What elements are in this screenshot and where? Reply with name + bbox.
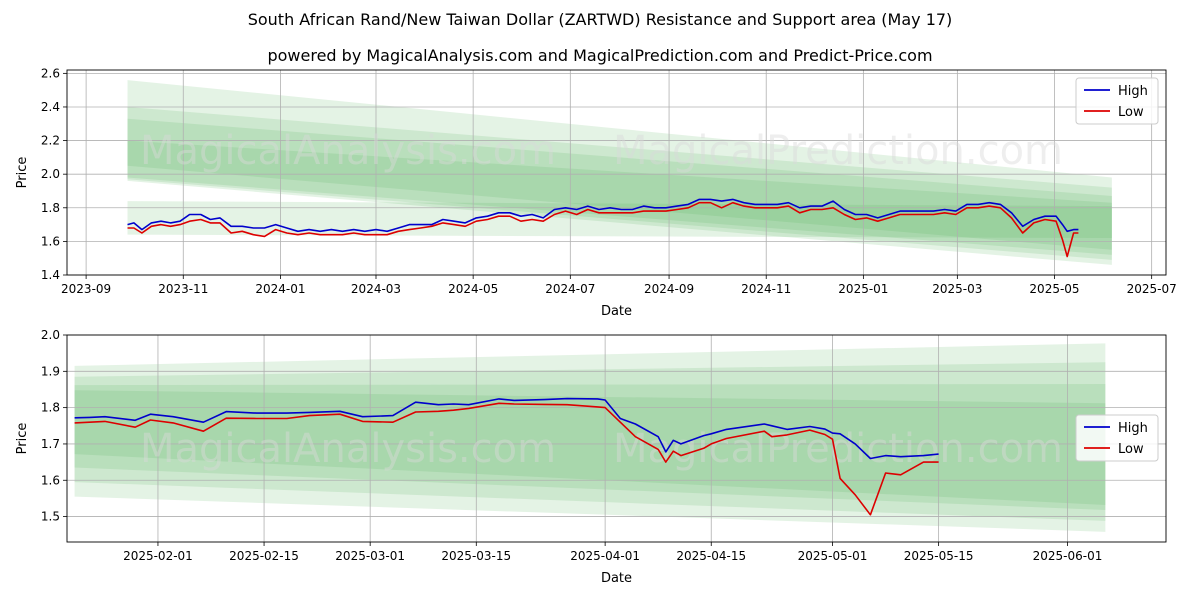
x-axis-label: Date [601, 304, 632, 319]
x-tick-label: 2025-04-01 [570, 549, 640, 563]
y-tick-label: 1.7 [41, 437, 60, 451]
y-axis-label: Price [15, 157, 30, 189]
y-tick-label: 1.5 [41, 510, 60, 524]
x-tick-label: 2025-05-01 [798, 549, 868, 563]
band-2 [127, 106, 1112, 260]
x-tick-label: 2024-05 [448, 282, 498, 296]
band-3 [74, 384, 1106, 511]
series-high-line [74, 397, 939, 460]
x-tick-label: 2024-11 [741, 282, 791, 296]
ticks: 2023-09 2023-11 2024-01 2024-03 2024-05 2024-… [41, 66, 1177, 296]
x-tick-label: 2025-03-01 [335, 549, 405, 563]
legend-label-low: Low [1118, 442, 1144, 457]
panel-1: MagicalAnalysis.com MagicalPrediction.com… [15, 66, 1177, 319]
x-tick-label: 2025-04-15 [676, 549, 746, 563]
axes-frame [66, 334, 1167, 543]
x-tick-label: 2023-09 [61, 282, 111, 296]
x-tick-label: 2023-11 [158, 282, 208, 296]
y-tick-label: 2.0 [41, 167, 60, 181]
series-lines [127, 198, 1079, 258]
x-tick-label: 2025-01 [838, 282, 888, 296]
axes-frame [66, 69, 1167, 276]
panel-2: MagicalAnalysis.com MagicalPrediction.com… [15, 328, 1167, 586]
y-tick-label: 1.6 [41, 473, 60, 487]
y-tick-label: 2.0 [41, 328, 60, 342]
chart-title: South African Rand/New Taiwan Dollar (ZA… [247, 10, 953, 29]
x-tick-label: 2025-03-15 [441, 549, 511, 563]
band-5 [127, 201, 1112, 239]
series-low-line [127, 201, 1079, 258]
x-tick-label: 2025-03 [932, 282, 982, 296]
watermark-left: MagicalAnalysis.com [140, 426, 556, 472]
x-tick-label: 2025-02-01 [123, 549, 193, 563]
watermark-right: MagicalPrediction.com [613, 128, 1063, 174]
band-1 [74, 343, 1106, 532]
legend-label-high: High [1118, 421, 1148, 436]
y-tick-label: 2.2 [41, 134, 60, 148]
x-tick-label: 2025-06-01 [1033, 549, 1103, 563]
x-tick-label: 2025-05 [1029, 282, 1079, 296]
watermark-left: MagicalAnalysis.com [140, 128, 556, 174]
series-lines [74, 397, 939, 516]
y-tick-label: 1.8 [41, 201, 60, 215]
y-tick-label: 1.6 [41, 234, 60, 248]
x-tick-label: 2025-02-15 [229, 549, 299, 563]
legend: High Low [1075, 77, 1159, 125]
x-tick-label: 2025-05-15 [904, 549, 974, 563]
band-3 [127, 118, 1112, 255]
ticks: 2025-02-01 2025-02-15 2025-03-01 2025-03-15… [41, 328, 1102, 563]
series-high-line [127, 198, 1079, 233]
x-tick-label: 2024-01 [255, 282, 305, 296]
y-tick-label: 1.9 [41, 364, 60, 378]
x-tick-label: 2024-09 [644, 282, 694, 296]
x-tick-label: 2024-03 [351, 282, 401, 296]
band-4 [74, 390, 1106, 505]
legend-label-high: High [1118, 84, 1148, 99]
y-axis-label: Price [15, 423, 30, 455]
y-tick-label: 1.4 [41, 268, 60, 282]
legend-label-low: Low [1118, 105, 1144, 120]
chart-subtitle: powered by MagicalAnalysis.com and Magic… [267, 46, 933, 65]
x-axis-label: Date [601, 571, 632, 586]
support-resistance-bands [74, 343, 1106, 532]
band-2 [74, 362, 1106, 521]
y-tick-label: 2.4 [41, 100, 60, 114]
band-4 [127, 140, 1112, 250]
y-tick-label: 2.6 [41, 66, 60, 80]
y-tick-label: 1.8 [41, 401, 60, 415]
x-tick-label: 2024-07 [545, 282, 595, 296]
series-low-line [74, 402, 939, 516]
legend: High Low [1075, 414, 1159, 462]
x-tick-label: 2025-07 [1127, 282, 1177, 296]
